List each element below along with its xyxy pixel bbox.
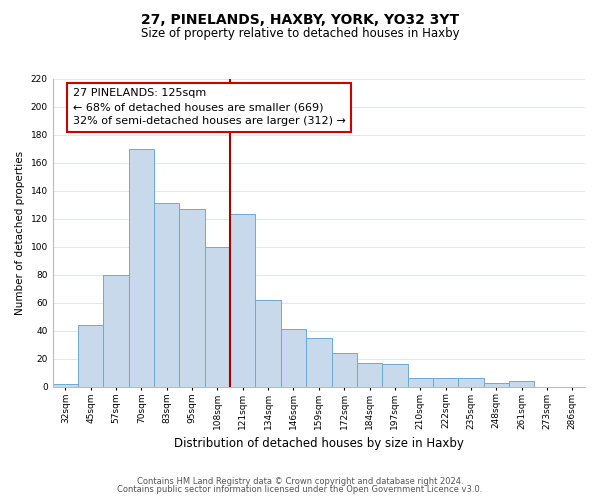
Bar — [306, 338, 332, 386]
Text: 27, PINELANDS, HAXBY, YORK, YO32 3YT: 27, PINELANDS, HAXBY, YORK, YO32 3YT — [141, 12, 459, 26]
Bar — [407, 378, 433, 386]
Bar — [433, 378, 458, 386]
Text: Size of property relative to detached houses in Haxby: Size of property relative to detached ho… — [140, 28, 460, 40]
Bar — [484, 382, 509, 386]
Bar — [509, 381, 535, 386]
Bar — [357, 363, 382, 386]
Text: Contains HM Land Registry data © Crown copyright and database right 2024.: Contains HM Land Registry data © Crown c… — [137, 477, 463, 486]
Bar — [382, 364, 407, 386]
Text: Contains public sector information licensed under the Open Government Licence v3: Contains public sector information licen… — [118, 485, 482, 494]
Bar — [78, 325, 103, 386]
Text: 27 PINELANDS: 125sqm
← 68% of detached houses are smaller (669)
32% of semi-deta: 27 PINELANDS: 125sqm ← 68% of detached h… — [73, 88, 346, 126]
Bar — [103, 274, 129, 386]
Bar — [256, 300, 281, 386]
Bar — [129, 148, 154, 386]
Bar — [332, 353, 357, 386]
Bar — [53, 384, 78, 386]
Bar — [179, 209, 205, 386]
Bar — [205, 246, 230, 386]
Bar — [230, 214, 256, 386]
Bar — [154, 203, 179, 386]
Bar — [458, 378, 484, 386]
X-axis label: Distribution of detached houses by size in Haxby: Distribution of detached houses by size … — [174, 437, 464, 450]
Y-axis label: Number of detached properties: Number of detached properties — [15, 150, 25, 314]
Bar — [281, 330, 306, 386]
